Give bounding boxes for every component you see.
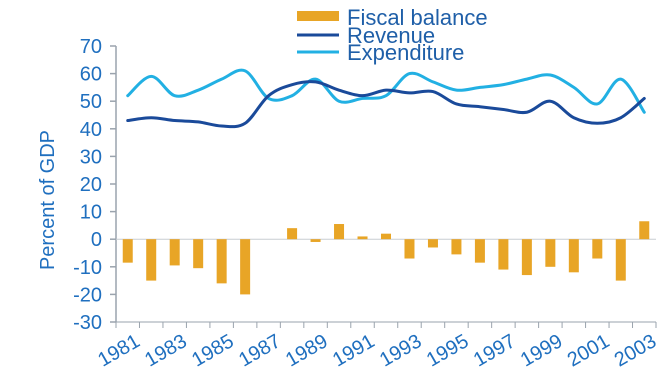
series-lines [126, 68, 646, 129]
axes-layer [110, 45, 657, 328]
x-tick-label: 1997 [470, 330, 520, 367]
fiscal-balance-bar [193, 239, 204, 269]
y-tick-label: 30 [80, 146, 102, 168]
x-tick-label: 1987 [235, 330, 285, 367]
y-tick-label: 20 [80, 174, 102, 196]
x-tick-label: 1983 [141, 330, 191, 367]
fiscal-balance-bar [521, 239, 532, 276]
fiscal-balance-bar [451, 239, 462, 255]
y-axis-label: Percent of GDP [37, 130, 59, 270]
y-tick-label: -30 [73, 312, 102, 334]
x-tick-label: 2003 [611, 330, 661, 367]
x-tick-label: 1999 [517, 330, 567, 367]
fiscal-balance-bar [498, 239, 509, 270]
x-tick-label: 1981 [94, 330, 144, 367]
y-tick-label: 60 [80, 64, 102, 86]
y-tick-label: 40 [80, 119, 102, 141]
fiscal-balance-bar [216, 239, 227, 284]
fiscal-balance-bar [334, 224, 345, 240]
revenue-line [126, 80, 646, 129]
fiscal-balance-bar [545, 239, 556, 267]
fiscal-balance-bar [592, 239, 603, 259]
fiscal-balance-bar [381, 233, 391, 240]
fiscal-balance-bar [615, 239, 626, 281]
fiscal-balance-bar [427, 239, 438, 248]
x-tick-label: 1995 [423, 330, 473, 367]
fiscal-balance-bar [310, 239, 321, 242]
y-tick-label: 0 [91, 229, 102, 251]
fiscal-balance-bar [240, 239, 251, 295]
fiscal-balance-bar [404, 239, 415, 259]
fiscal-balance-bar [568, 239, 579, 273]
fiscal-balance-bar [122, 239, 133, 263]
x-tick-label: 2001 [564, 330, 614, 367]
fiscal-balance-bar [169, 239, 180, 266]
y-tick-label: 50 [80, 91, 102, 113]
fiscal-balance-bar [357, 236, 368, 240]
x-tick-label: 1991 [329, 330, 379, 367]
y-tick-label: 10 [80, 202, 102, 224]
fiscal-balance-bar [474, 239, 485, 263]
y-tick-label: 70 [80, 36, 102, 58]
legend-swatch-fiscal-balance [297, 11, 339, 21]
y-tick-label: -10 [73, 257, 102, 279]
x-tick-label: 1985 [188, 330, 238, 367]
x-tick-label: 1993 [376, 330, 426, 367]
fiscal-balance-bar [287, 228, 298, 240]
legend-fiscal-balance: Fiscal balance [347, 5, 488, 30]
x-tick-label: 1989 [282, 330, 332, 367]
legend-revenue: Revenue [347, 23, 435, 48]
fiscal-balance-bar [146, 239, 157, 281]
expenditure-line [126, 68, 646, 114]
legend: Fiscal balance Revenue Expenditure [297, 5, 488, 65]
y-tick-label: -20 [73, 284, 102, 306]
legend-expenditure: Expenditure [347, 40, 464, 65]
fiscal-balance-bars [122, 221, 650, 295]
fiscal-balance-bar [639, 221, 650, 240]
